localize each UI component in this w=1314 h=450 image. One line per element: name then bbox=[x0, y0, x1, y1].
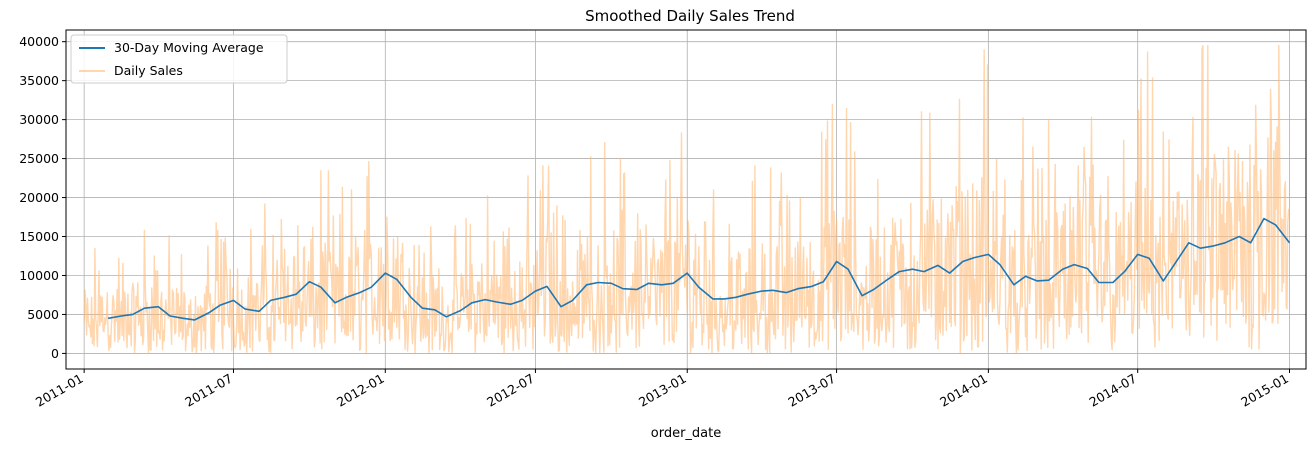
y-axis: 0 5000 10000 15000 20000 25000 30000 35000 40000 bbox=[19, 34, 66, 361]
y-tick-label: 5000 bbox=[27, 307, 59, 322]
daily-sales-line bbox=[83, 44, 1290, 355]
y-tick-label: 20000 bbox=[19, 190, 59, 205]
legend-box bbox=[70, 34, 288, 84]
axes-frame bbox=[65, 29, 1307, 370]
chart-title: Smoothed Daily Sales Trend bbox=[585, 7, 795, 25]
y-tick-label: 25000 bbox=[19, 151, 59, 166]
plot-area bbox=[83, 44, 1291, 355]
y-tick-label: 15000 bbox=[19, 229, 59, 244]
y-tick-label: 40000 bbox=[19, 34, 59, 49]
moving-average-line bbox=[107, 217, 1291, 321]
x-axis-label: order_date bbox=[651, 426, 721, 441]
y-tick-label: 35000 bbox=[19, 73, 59, 88]
legend-label-daily-sales: Daily Sales bbox=[114, 63, 183, 78]
legend: 30-Day Moving Average Daily Sales bbox=[70, 34, 288, 84]
y-tick-label: 30000 bbox=[19, 112, 59, 127]
y-tick-label: 10000 bbox=[19, 268, 59, 283]
y-tick-label: 0 bbox=[51, 346, 59, 361]
legend-label-moving-average: 30-Day Moving Average bbox=[114, 40, 264, 55]
